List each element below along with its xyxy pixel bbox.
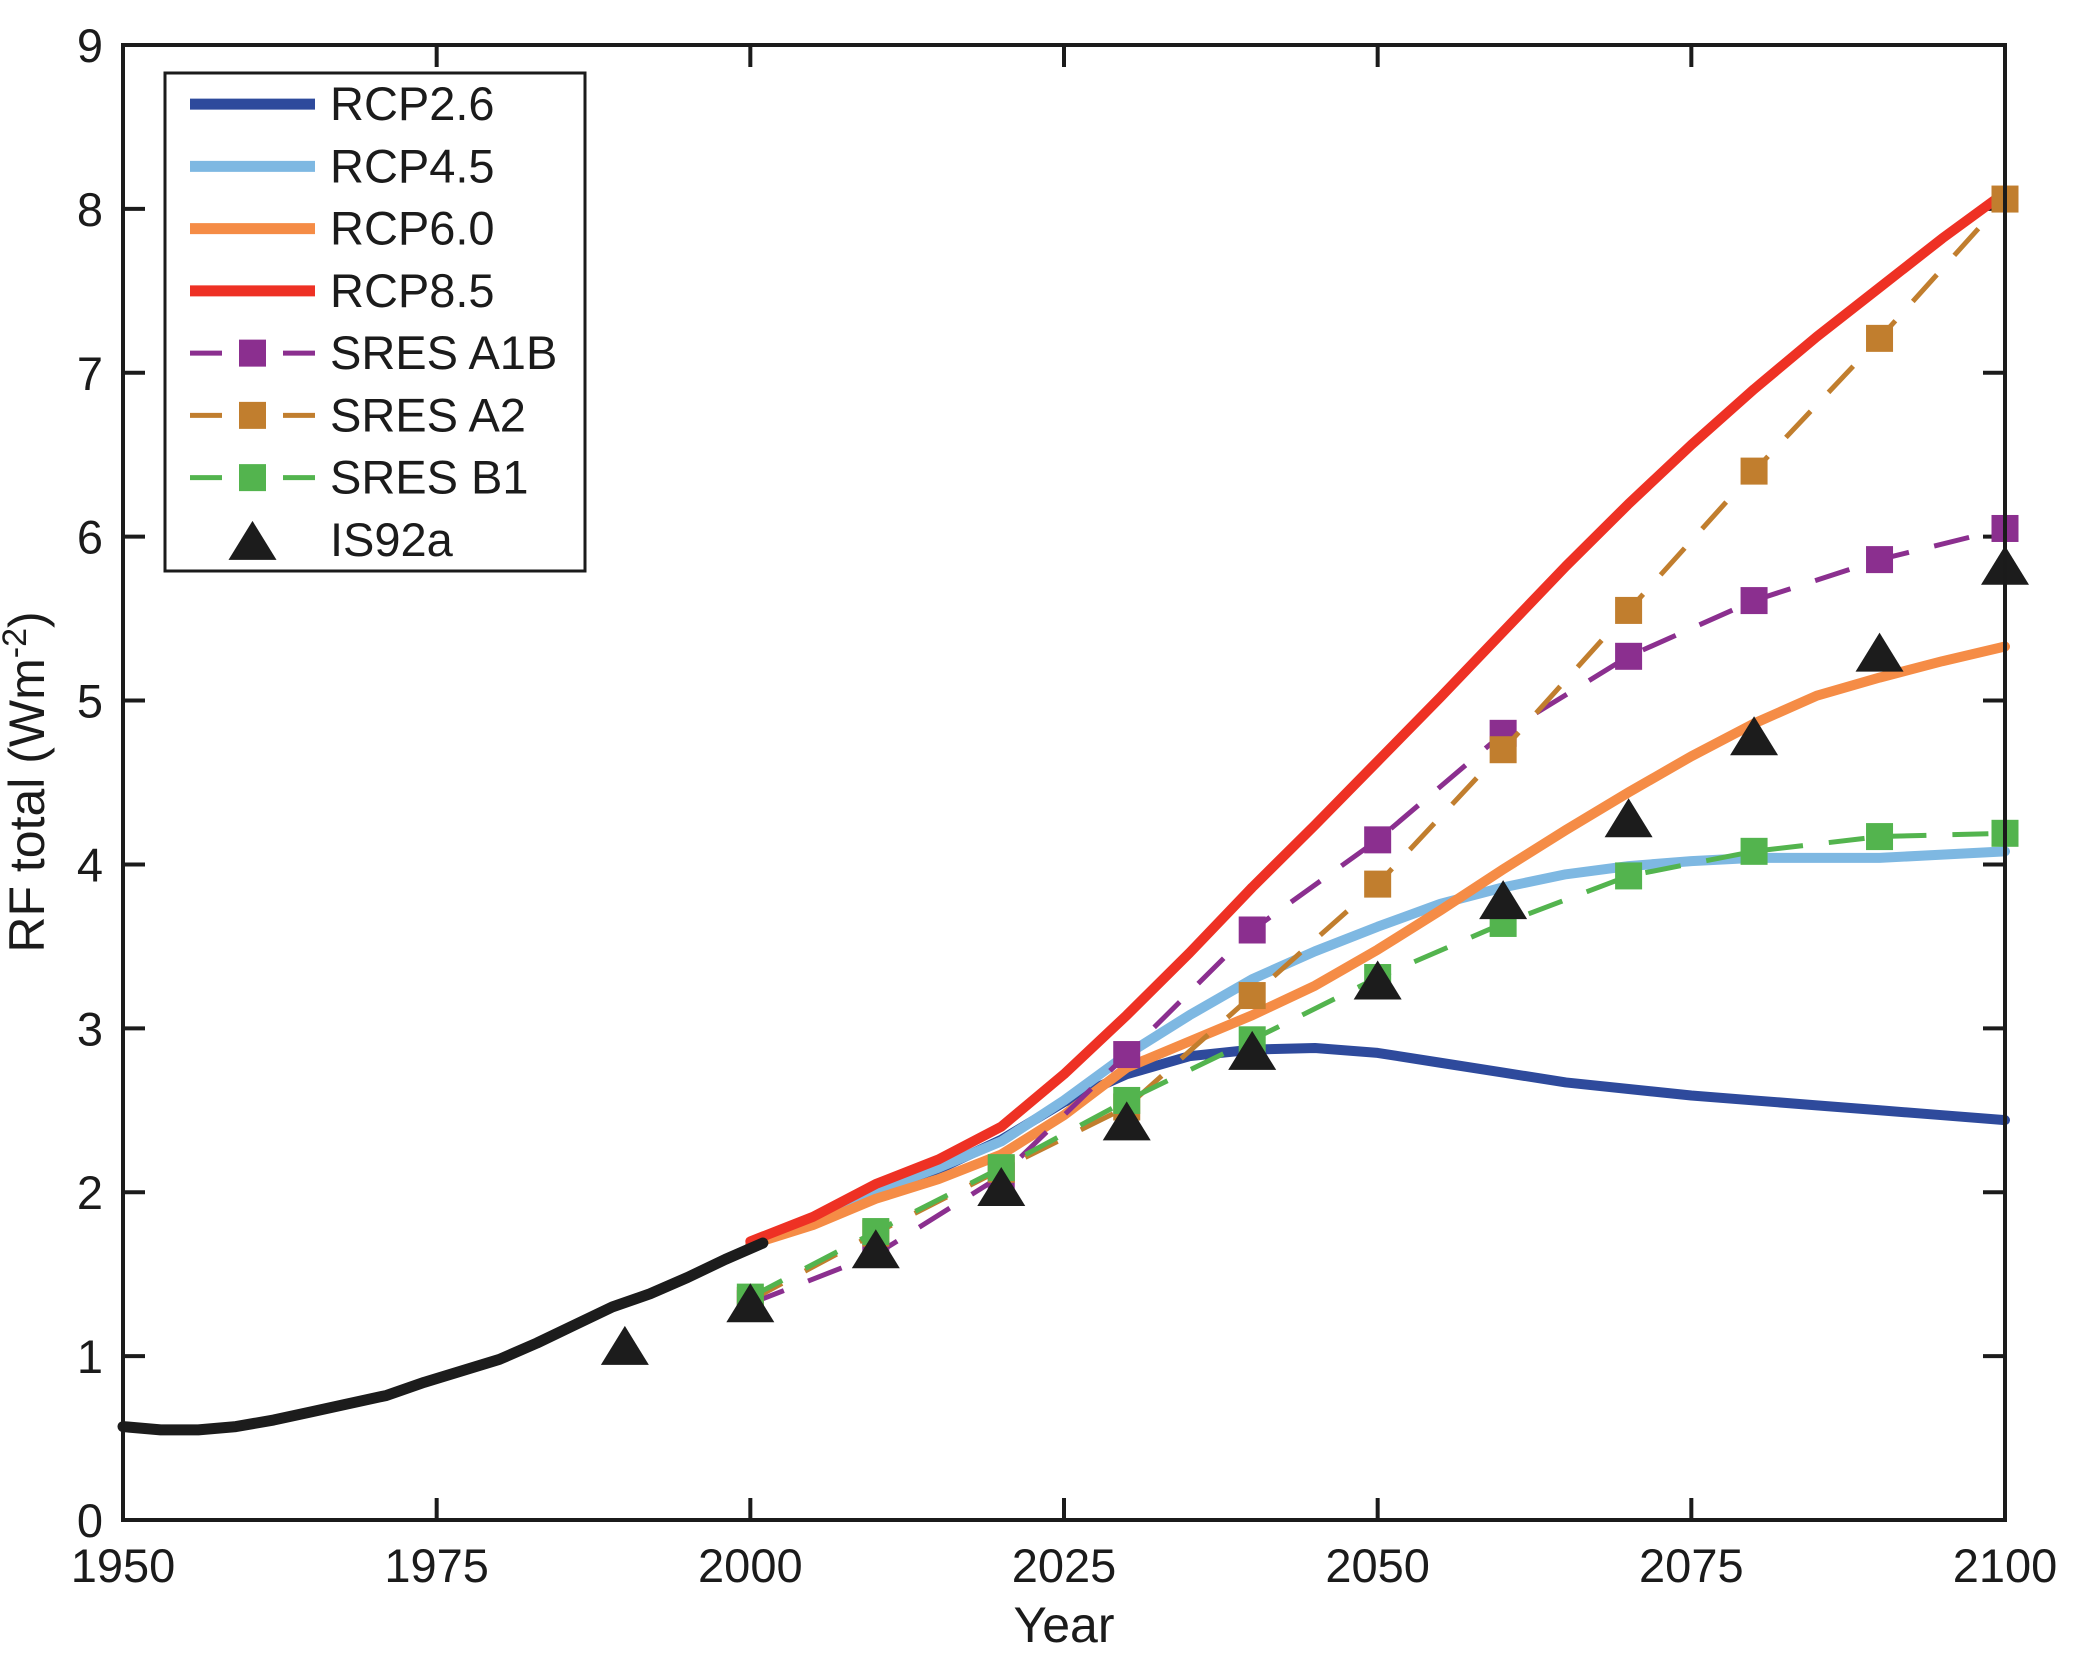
y-tick-label: 9 (77, 19, 103, 72)
marker-square (1740, 457, 1768, 485)
marker-square (1866, 823, 1894, 851)
x-tick-label: 2025 (1012, 1539, 1117, 1592)
legend-item-is92a: IS92a (228, 513, 454, 566)
marker-triangle (1353, 960, 1402, 1000)
legend-item-rcp60: RCP6.0 (190, 202, 495, 255)
marker-triangle (851, 1229, 900, 1269)
x-tick-label: 1950 (71, 1539, 176, 1592)
x-tick-label: 2075 (1639, 1539, 1744, 1592)
legend-item-sresa1b: SRES A1B (190, 326, 557, 379)
marker-triangle (726, 1283, 775, 1323)
y-tick-label: 5 (77, 675, 103, 728)
legend-item-rcp45: RCP4.5 (190, 139, 495, 192)
marker-square (1615, 862, 1643, 890)
legend-label: RCP4.5 (330, 139, 495, 192)
series-is92a (600, 545, 2029, 1365)
y-tick-label: 8 (77, 183, 103, 236)
marker-square (1113, 1041, 1141, 1069)
x-tick-label: 2000 (698, 1539, 803, 1592)
y-tick-label: 6 (77, 511, 103, 564)
legend-label: SRES B1 (330, 451, 529, 504)
legend-item-sresb1: SRES B1 (190, 451, 529, 504)
legend-label: SRES A2 (330, 388, 526, 441)
series-line (745, 846, 2010, 1250)
marker-square (1615, 596, 1643, 624)
marker-triangle (977, 1166, 1026, 1206)
y-tick-label: 7 (77, 347, 103, 400)
y-tick-label: 2 (77, 1166, 103, 1219)
legend-label: RCP2.6 (330, 77, 495, 130)
marker-square (1740, 837, 1768, 865)
marker-square (239, 339, 266, 367)
legend-label: RCP6.0 (330, 202, 495, 255)
marker-triangle (1102, 1101, 1151, 1141)
marker-square (239, 401, 266, 429)
series-historical (117, 1237, 769, 1436)
legend-item-sresa2: SRES A2 (190, 388, 526, 441)
plot-frame (121, 43, 2007, 1522)
x-tick-label: 2100 (1953, 1539, 2058, 1592)
marker-square (1866, 324, 1894, 352)
y-tick-label: 3 (77, 1002, 103, 1055)
marker-triangle (1855, 632, 1904, 672)
marker-triangle (1604, 798, 1653, 838)
data-series (117, 185, 2029, 1436)
legend-item-rcp26: RCP2.6 (190, 77, 495, 130)
marker-square (1238, 916, 1266, 944)
marker-square (1364, 826, 1392, 854)
y-axis-label: RF total (Wm-2) (0, 611, 55, 952)
series-line (745, 641, 2010, 1250)
x-axis-label: Year (1013, 1597, 1114, 1653)
marker-square (1615, 642, 1643, 670)
series-rcp60 (745, 641, 2010, 1250)
series-rcp45 (745, 846, 2010, 1250)
marker-square (1740, 587, 1768, 615)
marker-square (1364, 870, 1392, 898)
marker-triangle (228, 520, 277, 560)
axis-tick-labels: 1950 1975 2000 2025 2050 2075 2100 0 1 2 3 4 5 6 7 8 9 (71, 19, 2058, 1592)
legend-label: SRES A1B (330, 326, 557, 379)
marker-triangle (600, 1325, 649, 1365)
marker-square (1866, 546, 1894, 574)
y-tick-label: 4 (77, 838, 103, 891)
legend: RCP2.6 RCP4.5 RCP6.0 RCP8.5 SRES A1B SRES A2 S… (163, 71, 587, 573)
y-tick-label: 0 (77, 1494, 103, 1547)
marker-triangle (1479, 880, 1528, 920)
legend-label: RCP8.5 (330, 264, 495, 317)
series-line (745, 187, 2010, 1247)
marker-square (1238, 982, 1266, 1010)
series-rcp85 (745, 187, 2010, 1247)
legend-box (163, 71, 587, 573)
x-tick-label: 2050 (1325, 1539, 1430, 1592)
legend-item-rcp85: RCP8.5 (190, 264, 495, 317)
y-tick-label: 1 (77, 1330, 103, 1383)
x-tick-label: 1975 (384, 1539, 489, 1592)
marker-triangle (1228, 1030, 1277, 1070)
marker-square (239, 464, 266, 492)
series-line (117, 1237, 769, 1436)
marker-triangle (1730, 716, 1779, 756)
marker-square (1489, 736, 1517, 764)
legend-label: IS92a (330, 513, 454, 566)
